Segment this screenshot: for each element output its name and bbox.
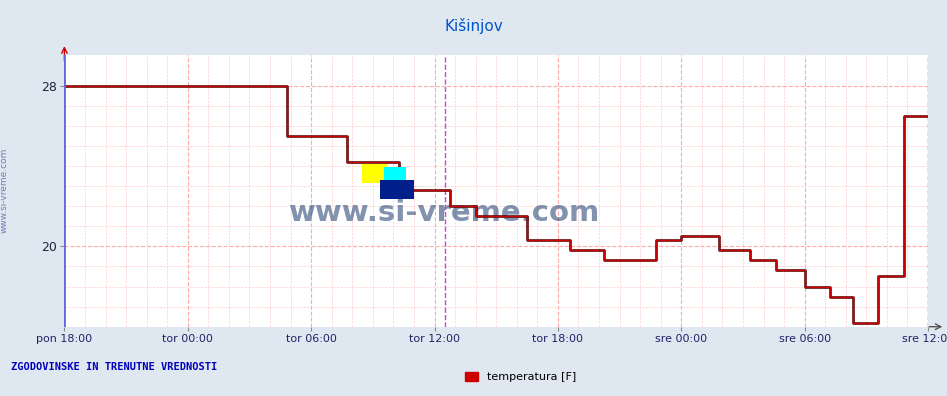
FancyBboxPatch shape xyxy=(380,180,414,199)
Text: www.si-vreme.com: www.si-vreme.com xyxy=(0,147,9,233)
FancyBboxPatch shape xyxy=(384,167,405,191)
Text: ZGODOVINSKE IN TRENUTNE VREDNOSTI: ZGODOVINSKE IN TRENUTNE VREDNOSTI xyxy=(11,362,218,373)
Text: Kišinjov: Kišinjov xyxy=(444,18,503,34)
Text: www.si-vreme.com: www.si-vreme.com xyxy=(289,199,600,227)
Legend: temperatura [F]: temperatura [F] xyxy=(460,367,581,386)
FancyBboxPatch shape xyxy=(363,164,388,183)
